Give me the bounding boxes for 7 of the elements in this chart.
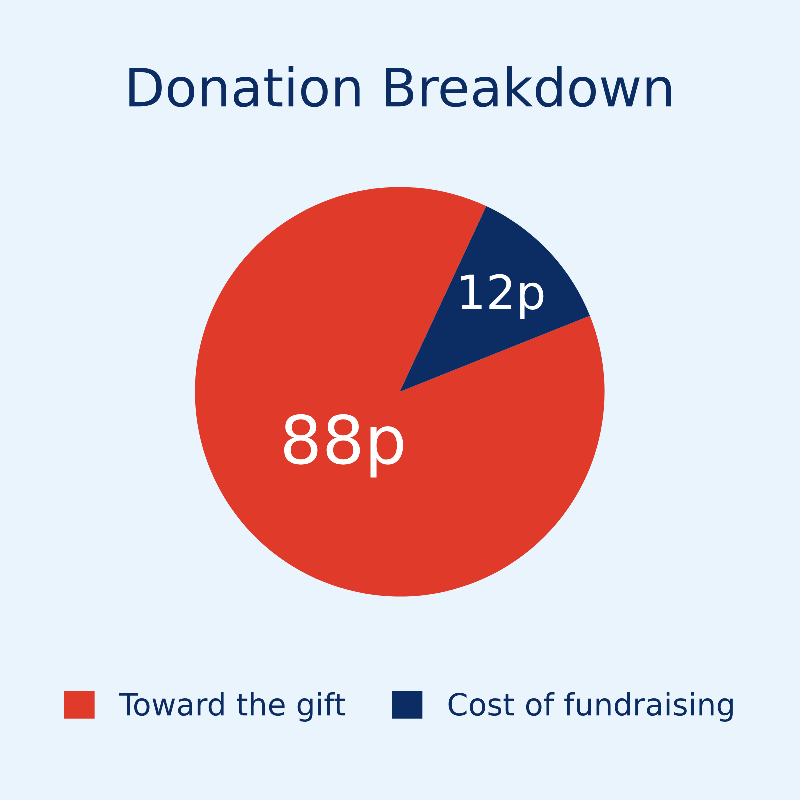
pie-slice — [400, 206, 590, 392]
pie-slice — [195, 187, 605, 597]
data-label: 12p — [461, 274, 544, 320]
legend-label: Toward the gift — [119, 692, 346, 722]
data-label: 88p — [284, 414, 404, 478]
legend-label: Cost of fundraising — [448, 692, 733, 722]
chart-title: Donation Breakdown — [130, 66, 672, 108]
